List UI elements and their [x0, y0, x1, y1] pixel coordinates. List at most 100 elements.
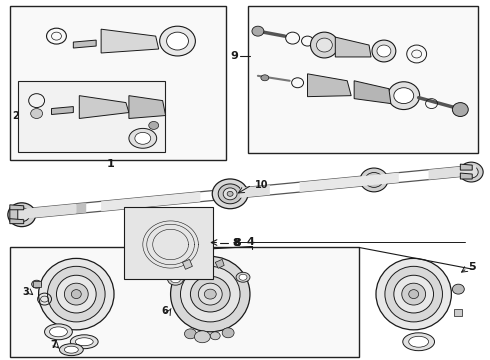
Polygon shape: [79, 96, 129, 118]
Ellipse shape: [168, 273, 183, 285]
Polygon shape: [17, 204, 76, 219]
Ellipse shape: [167, 32, 189, 50]
Ellipse shape: [75, 338, 93, 346]
Ellipse shape: [72, 290, 81, 298]
Polygon shape: [460, 164, 472, 170]
Ellipse shape: [376, 258, 451, 330]
Ellipse shape: [452, 103, 468, 117]
Bar: [10, 247, 359, 357]
Polygon shape: [240, 185, 270, 198]
Polygon shape: [10, 208, 18, 222]
Ellipse shape: [192, 257, 201, 265]
Polygon shape: [129, 96, 166, 118]
Ellipse shape: [191, 276, 230, 312]
Ellipse shape: [317, 38, 332, 52]
Ellipse shape: [252, 26, 264, 36]
Ellipse shape: [236, 272, 250, 282]
Ellipse shape: [388, 82, 419, 109]
Polygon shape: [182, 260, 193, 269]
Text: 8: 8: [233, 238, 241, 248]
Ellipse shape: [180, 266, 240, 322]
Ellipse shape: [8, 203, 36, 227]
Ellipse shape: [198, 283, 222, 305]
Ellipse shape: [402, 283, 426, 305]
Ellipse shape: [14, 208, 30, 222]
Ellipse shape: [49, 327, 68, 337]
Ellipse shape: [372, 40, 396, 62]
Ellipse shape: [202, 260, 212, 268]
Ellipse shape: [135, 132, 151, 144]
Ellipse shape: [64, 283, 88, 305]
Polygon shape: [124, 207, 213, 279]
Ellipse shape: [59, 344, 83, 356]
Bar: [248, 6, 478, 153]
Ellipse shape: [212, 179, 248, 209]
Text: 6: 6: [162, 306, 169, 316]
Polygon shape: [74, 40, 96, 48]
Ellipse shape: [222, 328, 234, 338]
Ellipse shape: [377, 45, 391, 57]
Polygon shape: [454, 309, 462, 316]
Polygon shape: [33, 281, 41, 287]
Ellipse shape: [164, 239, 177, 251]
Ellipse shape: [239, 274, 247, 280]
Text: 10: 10: [255, 180, 269, 190]
Text: 8: 8: [232, 238, 240, 248]
Ellipse shape: [261, 75, 269, 81]
Ellipse shape: [311, 32, 338, 58]
Polygon shape: [429, 165, 476, 180]
Ellipse shape: [32, 280, 42, 288]
Ellipse shape: [385, 266, 442, 322]
Ellipse shape: [452, 284, 465, 294]
Ellipse shape: [218, 184, 242, 204]
Ellipse shape: [71, 335, 98, 349]
Polygon shape: [215, 260, 224, 268]
Ellipse shape: [223, 188, 237, 200]
Ellipse shape: [365, 172, 383, 188]
Ellipse shape: [184, 329, 196, 339]
Polygon shape: [10, 219, 24, 224]
Ellipse shape: [204, 289, 216, 299]
Bar: [18, 81, 165, 152]
Ellipse shape: [394, 88, 414, 104]
Polygon shape: [299, 172, 399, 192]
Ellipse shape: [56, 275, 96, 313]
Ellipse shape: [126, 213, 136, 221]
Ellipse shape: [31, 109, 43, 118]
Ellipse shape: [394, 275, 434, 313]
Polygon shape: [460, 173, 472, 179]
Ellipse shape: [160, 26, 196, 56]
Text: 5: 5: [468, 262, 476, 272]
Ellipse shape: [64, 346, 78, 353]
Text: 9: 9: [230, 51, 238, 61]
Ellipse shape: [126, 265, 136, 273]
Ellipse shape: [149, 225, 193, 264]
Polygon shape: [51, 107, 74, 114]
Ellipse shape: [195, 331, 210, 343]
Polygon shape: [101, 29, 159, 53]
Ellipse shape: [459, 162, 483, 182]
Text: 4: 4: [246, 237, 254, 247]
Ellipse shape: [210, 332, 220, 340]
Ellipse shape: [139, 215, 202, 274]
Ellipse shape: [129, 129, 157, 148]
Ellipse shape: [202, 221, 212, 229]
Text: 1: 1: [107, 159, 115, 169]
Ellipse shape: [409, 290, 418, 298]
Ellipse shape: [360, 168, 388, 192]
Polygon shape: [354, 81, 391, 104]
Ellipse shape: [48, 266, 105, 322]
Polygon shape: [10, 205, 24, 210]
Ellipse shape: [369, 176, 379, 184]
Ellipse shape: [171, 276, 180, 283]
Polygon shape: [101, 192, 200, 211]
Ellipse shape: [465, 166, 478, 178]
Ellipse shape: [45, 324, 73, 340]
Ellipse shape: [157, 233, 184, 256]
Text: 2: 2: [12, 111, 19, 121]
Ellipse shape: [204, 256, 212, 263]
Ellipse shape: [18, 211, 25, 218]
Ellipse shape: [403, 333, 435, 351]
Bar: [10, 6, 226, 160]
Ellipse shape: [227, 192, 233, 196]
